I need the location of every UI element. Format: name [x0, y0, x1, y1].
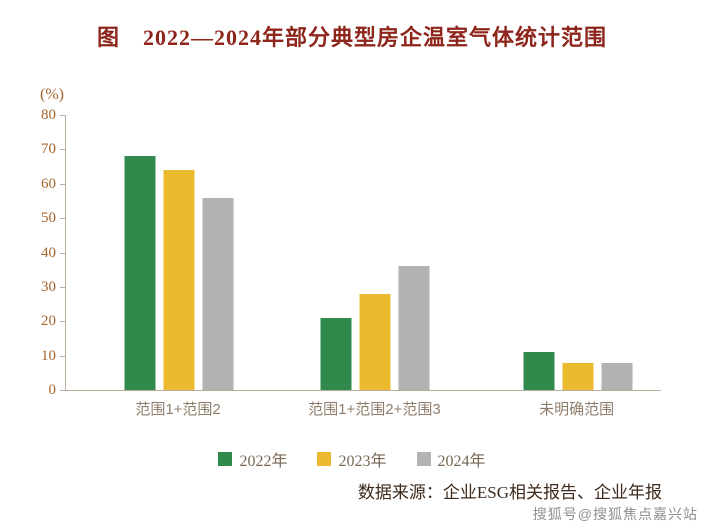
legend-item: 2023年: [317, 447, 387, 471]
y-tick-label: 20: [41, 313, 56, 330]
bar-2022年: [523, 352, 555, 390]
y-tick-mark: [60, 149, 66, 151]
y-tick-label: 30: [41, 278, 56, 295]
watermark: 搜狐号@搜狐焦点嘉兴站: [532, 506, 698, 522]
chart-title: 图 2022—2024年部分典型房企温室气体统计范围: [96, 25, 607, 50]
legend-label: 2024年: [437, 453, 486, 470]
legend-swatch-icon: [416, 452, 431, 466]
category-label: 范围1+范围2+范围3: [308, 401, 441, 418]
y-tick-label: 10: [41, 347, 56, 364]
category-label: 范围1+范围2: [135, 401, 221, 418]
y-tick-label: 70: [41, 141, 56, 158]
category-label: 未明确范围: [539, 401, 615, 418]
legend-swatch-icon: [218, 452, 233, 466]
y-tick-mark: [60, 115, 66, 116]
legend-swatch-icon: [317, 452, 332, 466]
bar-2022年: [320, 317, 352, 390]
legend-item: 2022年: [218, 447, 287, 471]
y-tick-label: 80: [41, 107, 56, 123]
bar-2023年: [562, 362, 594, 390]
plot-area: [60, 115, 661, 391]
y-tick-label: 50: [41, 210, 56, 227]
bar-group: [523, 352, 633, 390]
legend-label: 2023年: [338, 453, 387, 470]
bar-2023年: [359, 293, 391, 390]
bar-2024年: [202, 197, 234, 390]
y-tick-label: 40: [41, 244, 56, 261]
legend-item: 2024年: [416, 447, 486, 471]
y-tick-mark: [60, 183, 66, 185]
legend: 2022年 2023年 2024年: [0, 447, 704, 471]
y-tick-mark: [60, 252, 66, 254]
y-axis-unit-label: (%): [40, 86, 64, 103]
bar-2023年: [163, 170, 195, 390]
bar-group: [320, 266, 430, 390]
bar-2022年: [124, 156, 156, 390]
data-source-note: 数据来源：企业ESG相关报告、企业年报: [357, 483, 662, 502]
bar-group: [124, 156, 234, 390]
y-tick-mark: [60, 286, 66, 288]
y-tick-mark: [60, 218, 66, 220]
y-tick-mark: [60, 355, 66, 357]
y-tick-mark: [60, 390, 66, 391]
bar-2024年: [601, 362, 633, 390]
y-axis: 0 10 20 30 40 50 60 70 80: [0, 107, 56, 398]
y-tick-label: 0: [48, 382, 57, 398]
y-tick-mark: [60, 321, 66, 323]
x-axis-category-labels: 范围1+范围2 范围1+范围2+范围3 未明确范围: [65, 398, 660, 420]
legend-label: 2022年: [239, 453, 288, 470]
bar-2024年: [398, 266, 430, 390]
y-tick-label: 60: [41, 175, 56, 192]
